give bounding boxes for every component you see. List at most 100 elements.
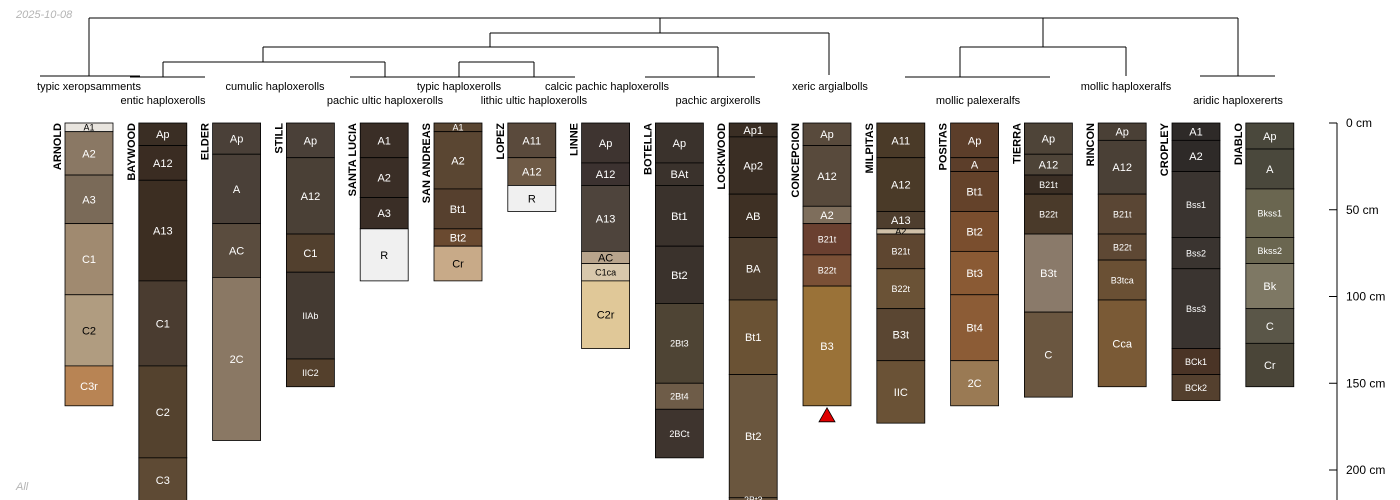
horizon-label: A2 bbox=[1189, 151, 1202, 163]
horizon bbox=[728, 299, 778, 375]
profile-name: LOPEZ bbox=[495, 123, 507, 160]
dendrogram-label: calcic pachic haploxerolls bbox=[545, 81, 670, 93]
horizon bbox=[802, 285, 852, 407]
dendrogram-label: lithic ultic haploxerolls bbox=[481, 95, 588, 107]
horizon-label: Cr bbox=[1264, 360, 1276, 372]
horizon-label: C1 bbox=[82, 254, 96, 266]
horizon-label: A13 bbox=[891, 215, 911, 227]
horizon-label: Bt2 bbox=[745, 431, 762, 443]
horizon bbox=[1171, 268, 1221, 349]
horizon-label: C3 bbox=[156, 475, 170, 487]
horizon-label: A12 bbox=[522, 167, 542, 179]
horizon bbox=[728, 237, 778, 301]
horizon-label: Ap bbox=[673, 138, 686, 150]
horizon-label: C2 bbox=[82, 325, 96, 337]
horizon-label: Ap2 bbox=[743, 160, 763, 172]
horizon-label: BCk1 bbox=[1185, 357, 1207, 367]
horizon bbox=[138, 145, 188, 181]
profile-still: Ap A12 C1 IIAb IIC2 STILL bbox=[273, 122, 335, 388]
horizon bbox=[876, 233, 926, 270]
horizon-label: A bbox=[1266, 164, 1274, 176]
horizon-label: B3 bbox=[820, 341, 833, 353]
horizon bbox=[285, 358, 335, 388]
horizon bbox=[1171, 374, 1221, 402]
horizon bbox=[655, 245, 704, 304]
horizon-label: Ap bbox=[968, 135, 981, 147]
profile-name: ELDER bbox=[200, 123, 212, 160]
depth-tick-label: 200 cm bbox=[1346, 463, 1385, 477]
profile-name: SANTA LUCIA bbox=[347, 123, 359, 196]
dendrogram bbox=[40, 17, 1275, 78]
horizon bbox=[433, 131, 483, 190]
horizon-label: BAt bbox=[671, 169, 689, 181]
dendrogram-label: pachic argixerolls bbox=[676, 95, 761, 107]
horizon-label: Bt1 bbox=[671, 211, 688, 223]
profiles: A1 A2 A3 C1 C2 C3r ARNOLD Ap A12 A13 C1 C2 C3 BAYWOOD… bbox=[52, 122, 1295, 500]
horizon bbox=[655, 303, 704, 384]
horizon bbox=[212, 277, 262, 441]
profile-rincon: Ap A12 B21t B22t B3tca Cca RINCON bbox=[1085, 122, 1147, 388]
horizon-label: A12 bbox=[1112, 162, 1132, 174]
horizon-label: AC bbox=[598, 252, 613, 264]
horizon-label: AC bbox=[229, 245, 244, 257]
horizon-label: R bbox=[380, 250, 388, 262]
horizon-label: B3t bbox=[1040, 268, 1057, 280]
horizon-label: B22t bbox=[892, 284, 911, 294]
horizon bbox=[802, 145, 852, 207]
horizon-label: B21t bbox=[892, 247, 911, 257]
horizon bbox=[1171, 237, 1221, 270]
horizon-label: Bt2 bbox=[966, 226, 983, 238]
horizon-label: Cca bbox=[1112, 338, 1132, 350]
horizon bbox=[655, 408, 704, 459]
horizon bbox=[212, 122, 262, 155]
horizon-label: C2r bbox=[597, 310, 615, 322]
horizon-label: Bt1 bbox=[450, 204, 467, 216]
profile-santa-lucia: A1 A2 A3 R SANTA LUCIA bbox=[347, 122, 409, 282]
horizon-label: B22t bbox=[818, 266, 837, 276]
horizon-label: A2 bbox=[377, 173, 390, 185]
horizon-label: 2Bt4 bbox=[670, 392, 689, 402]
profile-positas: Ap A Bt1 Bt2 Bt3 Bt4 2C POSITAS bbox=[938, 122, 999, 407]
horizon bbox=[285, 233, 335, 273]
horizon bbox=[950, 122, 999, 159]
horizon-label: A bbox=[971, 160, 979, 172]
depth-tick-label: 50 cm bbox=[1346, 203, 1379, 217]
horizon-label: A12 bbox=[1039, 160, 1059, 172]
horizon bbox=[1024, 233, 1073, 313]
profile-name: CROPLEY bbox=[1159, 122, 1171, 176]
horizon-label: Bt1 bbox=[966, 186, 983, 198]
profile-baywood: Ap A12 A13 C1 C2 C3 BAYWOOD bbox=[126, 122, 188, 500]
horizon bbox=[950, 294, 999, 362]
horizon-label: C bbox=[1266, 321, 1274, 333]
horizon-label: A13 bbox=[153, 226, 173, 238]
profile-lockwood: Ap1 Ap2 AB BA Bt1 Bt2 2Bt3 LOCKWOOD bbox=[716, 122, 778, 500]
horizon bbox=[285, 157, 335, 235]
horizon bbox=[1097, 139, 1147, 195]
horizon bbox=[507, 185, 557, 212]
horizon bbox=[876, 122, 926, 159]
horizon-label: A11 bbox=[891, 135, 910, 147]
horizon-label: Ap bbox=[599, 138, 612, 150]
dendrogram-label: typic xeropsamments bbox=[37, 81, 141, 93]
horizon-label: Ap bbox=[1115, 127, 1128, 139]
depth-tick-label: 0 cm bbox=[1346, 116, 1372, 130]
horizon-label: Cr bbox=[452, 258, 464, 270]
horizon-label: A12 bbox=[153, 158, 173, 170]
horizon-label: A bbox=[233, 184, 241, 196]
horizon-label: 2Bt3 bbox=[744, 495, 763, 500]
profile-san-andreas: A1 A2 Bt1 Bt2 Cr SAN ANDREAS bbox=[421, 123, 483, 282]
horizon-label: Ap bbox=[820, 129, 833, 141]
horizon-label: BCk2 bbox=[1185, 383, 1207, 393]
horizon bbox=[876, 308, 926, 362]
horizon bbox=[876, 157, 926, 212]
horizon-label: C1 bbox=[156, 318, 170, 330]
horizon bbox=[1245, 122, 1295, 150]
horizon-label: A2 bbox=[451, 155, 464, 167]
depth-tick-label: 150 cm bbox=[1346, 376, 1385, 390]
depth-tick-label: 100 cm bbox=[1346, 290, 1385, 304]
horizon-label: A1 bbox=[83, 123, 94, 133]
horizon bbox=[138, 365, 188, 459]
profile-name: SAN ANDREAS bbox=[421, 123, 433, 203]
